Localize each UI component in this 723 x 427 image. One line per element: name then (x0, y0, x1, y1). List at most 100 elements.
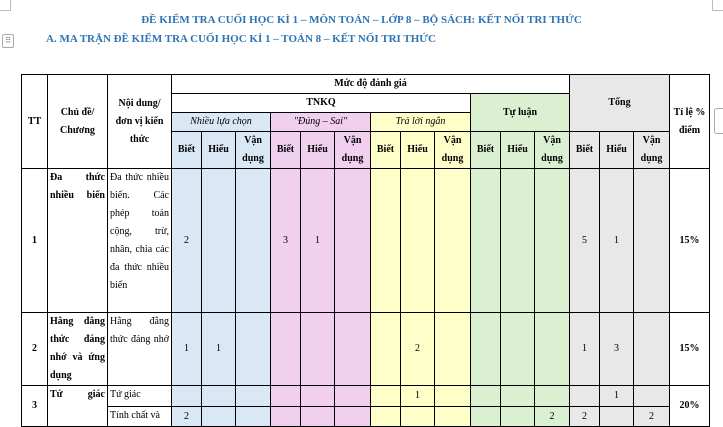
row-noi-dung: Hằng đẳng thức đáng nhớ (107, 312, 172, 386)
header-biet: Biết (270, 131, 301, 169)
header-hieu: Hiểu (500, 131, 535, 169)
table-resize-handle[interactable] (714, 108, 723, 134)
header-van-dung: Vận dụng (235, 131, 271, 169)
row-count-cell (569, 385, 600, 407)
row-count-cell: 1 (599, 385, 634, 407)
row-count-cell: 5 (569, 168, 600, 313)
row-count-cell (201, 406, 236, 427)
row-count-cell: 1 (171, 312, 202, 386)
table-move-handle-icon[interactable]: ⠿ (2, 34, 14, 48)
row-count-cell (434, 168, 471, 313)
row-count-cell (434, 385, 471, 407)
header-biet: Biết (470, 131, 501, 169)
row-count-cell (470, 406, 501, 427)
header-van-dung: Vận dụng (534, 131, 570, 169)
header-biet: Biết (569, 131, 600, 169)
row-count-cell (171, 385, 202, 407)
header-ti-le: Tỉ lệ % điểm (669, 74, 710, 169)
row-count-cell (500, 385, 535, 407)
header-van-dung: Vận dụng (434, 131, 471, 169)
table-row: Tính chất và 2 2 2 2 (22, 406, 710, 427)
row-count-cell: 1 (201, 312, 236, 386)
row-noi-dung: Tứ giác (107, 385, 172, 407)
row-count-cell (599, 406, 634, 427)
row-count-cell (270, 312, 301, 386)
row-count-cell (370, 312, 401, 386)
assessment-matrix-table: TT Chủ đề/ Chương Nội dung/ đơn vị kiến … (21, 74, 710, 427)
row-count-cell (434, 406, 471, 427)
section-heading: A. MA TRẬN ĐỀ KIỂM TRA CUỐI HỌC KÌ 1 – T… (46, 33, 436, 45)
row-count-cell (500, 406, 535, 427)
row-count-cell (633, 168, 670, 313)
row-count-cell: 2 (534, 406, 570, 427)
row-count-cell: 3 (599, 312, 634, 386)
header-hieu: Hiểu (201, 131, 236, 169)
page-corner-mark (0, 0, 11, 11)
row-count-cell: 2 (171, 406, 202, 427)
row-count-cell (370, 385, 401, 407)
header-biet: Biết (171, 131, 202, 169)
row-tt: 2 (21, 312, 48, 386)
row-count-cell (500, 312, 535, 386)
header-noi-dung: Nội dung/ đơn vị kiến thức (107, 74, 172, 169)
row-count-cell: 2 (633, 406, 670, 427)
row-count-cell: 1 (569, 312, 600, 386)
row-noi-dung: Tính chất và (107, 406, 172, 427)
header-hieu: Hiểu (400, 131, 435, 169)
row-count-cell (201, 168, 236, 313)
row-count-cell (235, 385, 271, 407)
row-count-cell: 1 (400, 385, 435, 407)
header-muc-do: Mức độ đánh giá (171, 74, 570, 94)
document-title: ĐỀ KIỂM TRA CUỐI HỌC KÌ 1 – MÔN TOÁN – L… (141, 14, 582, 26)
row-count-cell (201, 385, 236, 407)
row-count-cell (470, 168, 501, 313)
table-row: 2 Hằng đẳng thức đáng nhớ và ứng dụng Hằng… (21, 312, 710, 386)
header-van-dung: Vận dụng (633, 131, 670, 169)
header-van-dung: Vận dụng (334, 131, 371, 169)
header-chu-de: Chủ đề/ Chương (47, 74, 108, 169)
header-dung-sai: "Đúng – Sai" (270, 112, 371, 132)
row-chu-de: Tứ giác (47, 385, 108, 427)
row-count-cell (235, 312, 271, 386)
row-count-cell (400, 168, 435, 313)
row-ti-le: 15% (669, 312, 710, 386)
row-count-cell (300, 312, 335, 386)
row-count-cell: 1 (599, 168, 634, 313)
row-count-cell (633, 312, 670, 386)
row-chu-de: Hằng đẳng thức đáng nhớ và ứng dụng (47, 312, 108, 386)
row-count-cell (534, 385, 570, 407)
row-count-cell (334, 385, 371, 407)
table-row: 1 Đa thức nhiều biến Đa thức nhiều biến. C… (21, 168, 710, 313)
row-count-cell: 2 (400, 312, 435, 386)
row-count-cell (370, 406, 401, 427)
row-count-cell (334, 312, 371, 386)
row-count-cell (270, 406, 301, 427)
header-tnkq: TNKQ (171, 93, 471, 113)
row-count-cell (470, 312, 501, 386)
header-tong: Tổng (569, 74, 670, 132)
row-count-cell (633, 385, 670, 407)
row-count-cell (500, 168, 535, 313)
table-row: 3 Tứ giác Tứ giác 1 1 20% (21, 385, 710, 427)
row-tt: 1 (21, 168, 48, 313)
row-count-cell (534, 168, 570, 313)
row-count-cell: 3 (270, 168, 301, 313)
row-count-cell (235, 168, 271, 313)
row-count-cell (400, 406, 435, 427)
row-count-cell (434, 312, 471, 386)
row-count-cell (370, 168, 401, 313)
row-count-cell (300, 385, 335, 407)
row-count-cell: 2 (171, 168, 202, 313)
row-count-cell (235, 406, 271, 427)
header-tra-loi-ngan: Trả lời ngắn (370, 112, 471, 132)
row-count-cell (470, 385, 501, 407)
row-ti-le: 15% (669, 168, 710, 313)
header-tt: TT (21, 74, 48, 169)
header-hieu: Hiểu (599, 131, 634, 169)
header-tu-luan: Tự luận (470, 93, 570, 132)
row-noi-dung: Đa thức nhiều biến. Các phép toán cộng, … (107, 168, 172, 313)
row-count-cell: 2 (569, 406, 600, 427)
row-chu-de: Đa thức nhiều biến (47, 168, 108, 313)
row-count-cell (334, 406, 371, 427)
row-tt: 3 (21, 385, 48, 427)
